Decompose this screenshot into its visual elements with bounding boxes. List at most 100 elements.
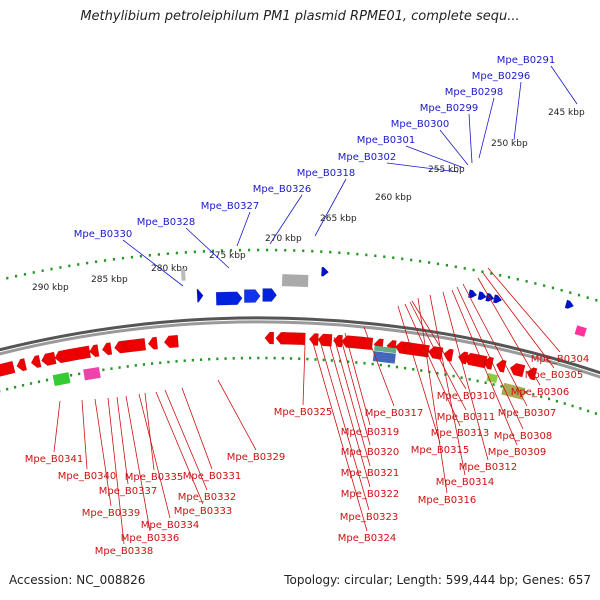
reverse-scale-dot xyxy=(563,402,566,405)
reverse-scale-dot xyxy=(29,382,33,385)
forward-gene-arrow xyxy=(262,288,277,302)
reverse-gene-arrow-group xyxy=(509,362,526,378)
reverse-label-leader xyxy=(487,267,561,353)
reverse-label-leader xyxy=(429,294,466,476)
forward-scale-dot xyxy=(148,253,151,257)
reverse-scale-dot xyxy=(167,360,170,364)
forward-scale-dot xyxy=(320,250,323,253)
reverse-label-leader xyxy=(344,332,371,426)
reverse-gene-arrow-group xyxy=(317,333,333,347)
reverse-gene-arrow-group xyxy=(123,337,147,353)
forward-scale-dot xyxy=(220,249,224,252)
forward-label-leader xyxy=(122,239,184,287)
forward-scale-dot xyxy=(266,248,269,252)
forward-scale-dot xyxy=(311,249,314,253)
reverse-gene-label: Mpe_B0305 xyxy=(525,370,583,381)
reverse-scale-dot xyxy=(555,399,559,403)
forward-gene-label: Mpe_B0330 xyxy=(74,229,132,240)
feature-block-blue xyxy=(372,351,396,364)
reverse-scale-dot xyxy=(45,378,49,382)
forward-scale-dot xyxy=(32,271,35,274)
forward-scale-dot xyxy=(534,282,537,285)
genome-stats: Topology: circular; Length: 599,444 bp; … xyxy=(284,573,591,587)
forward-scale-dot xyxy=(338,251,341,255)
reverse-label-leader xyxy=(302,344,306,406)
forward-label-leader xyxy=(550,65,578,105)
reverse-label-leader xyxy=(94,398,112,507)
forward-scale-dot xyxy=(157,253,160,256)
reverse-gene-label: Mpe_B0306 xyxy=(511,387,569,398)
scale-label: 270 kbp xyxy=(265,234,302,244)
reverse-label-leader xyxy=(462,283,528,407)
reverse-gene-arrow xyxy=(526,367,538,381)
feature-block-green xyxy=(52,372,71,387)
reverse-label-leader xyxy=(404,303,461,427)
reverse-scale-dot xyxy=(175,360,178,363)
forward-scale-dot xyxy=(293,249,296,252)
forward-gene-label: Mpe_B0302 xyxy=(338,152,396,163)
reverse-label-leader xyxy=(155,391,204,505)
reverse-gene-label: Mpe_B0336 xyxy=(121,533,179,544)
reverse-gene-label: Mpe_B0324 xyxy=(338,533,396,544)
forward-scale-dot xyxy=(481,270,484,274)
reverse-gene-label: Mpe_B0314 xyxy=(436,477,494,488)
forward-gene-arrow xyxy=(564,299,575,309)
forward-scale-dot xyxy=(454,265,457,269)
reverse-scale-dot xyxy=(118,366,121,369)
scale-label: 255 kbp xyxy=(428,165,465,175)
forward-scale-dot xyxy=(472,268,475,272)
reverse-gene-arrow xyxy=(457,351,469,365)
forward-scale-dot xyxy=(543,284,546,287)
reverse-gene-label: Mpe_B0319 xyxy=(341,427,399,438)
reverse-label-leader xyxy=(442,291,489,461)
reverse-scale-dot xyxy=(21,384,25,387)
feature-block-green xyxy=(486,373,498,384)
reverse-scale-dot xyxy=(492,383,495,386)
reverse-scale-dot xyxy=(330,359,333,362)
reverse-label-leader xyxy=(327,338,371,488)
reverse-gene-label: Mpe_B0315 xyxy=(411,445,469,456)
reverse-scale-dot xyxy=(298,357,301,361)
reverse-gene-arrow xyxy=(101,342,113,356)
reverse-gene-label: Mpe_B0334 xyxy=(141,520,199,531)
reverse-gene-arrow xyxy=(295,332,306,346)
forward-gene-label: Mpe_B0328 xyxy=(137,217,195,228)
reverse-label-leader xyxy=(312,342,368,532)
forward-gene-arrow xyxy=(243,289,261,303)
reverse-label-leader xyxy=(477,277,541,386)
reverse-scale-dot xyxy=(412,368,415,371)
reverse-gene-arrow-group xyxy=(147,336,159,350)
scale-label: 285 kbp xyxy=(91,275,128,285)
forward-scale-dot xyxy=(374,254,377,258)
forward-label-leader xyxy=(513,81,522,141)
reverse-gene-label: Mpe_B0329 xyxy=(227,452,285,463)
forward-label-leader xyxy=(468,113,473,164)
forward-scale-dot xyxy=(59,266,62,269)
reverse-label-leader xyxy=(417,297,448,494)
reverse-gene-arrow xyxy=(163,334,179,349)
scale-label: 245 kbp xyxy=(548,108,585,118)
forward-scale-dot xyxy=(560,288,563,292)
reverse-scale-dot xyxy=(70,373,73,377)
forward-label-leader xyxy=(386,162,459,173)
reverse-scale-dot xyxy=(159,361,162,365)
reverse-scale-dot xyxy=(338,359,342,363)
feature-block-grey-group xyxy=(180,268,186,281)
forward-scale-dot xyxy=(410,258,413,262)
forward-scale-dot xyxy=(23,273,27,276)
reverse-label-leader xyxy=(53,400,61,453)
forward-scale-dot xyxy=(139,254,142,258)
reverse-label-leader xyxy=(409,301,467,411)
reverse-gene-arrow-group xyxy=(41,351,57,366)
reverse-gene-label: Mpe_B0304 xyxy=(531,354,589,365)
feature-block-green-group xyxy=(52,372,71,387)
forward-scale-dot xyxy=(365,253,368,257)
forward-scale-dot xyxy=(516,277,519,281)
reverse-gene-arrow xyxy=(264,331,275,345)
feature-block-grey-group xyxy=(281,274,309,287)
forward-scale-dot xyxy=(121,256,125,260)
forward-scale-dot xyxy=(419,259,422,263)
forward-scale-dot xyxy=(577,293,581,297)
scale-label: 280 kbp xyxy=(151,264,188,274)
